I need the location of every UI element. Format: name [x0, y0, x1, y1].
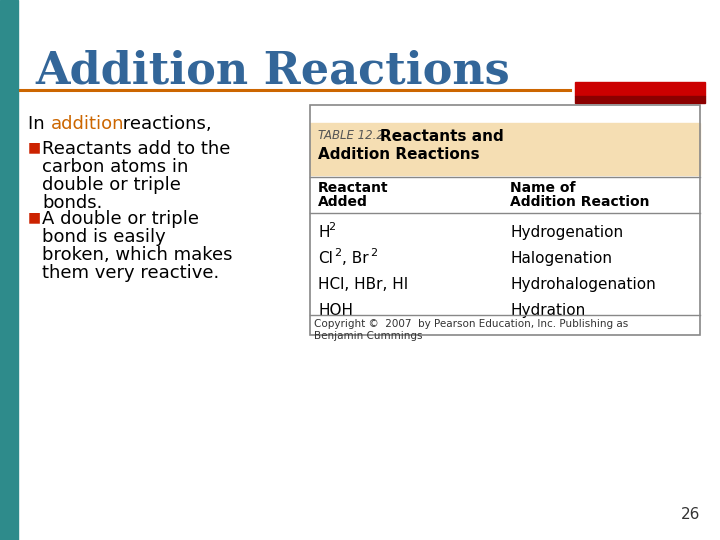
Text: Cl: Cl	[318, 251, 333, 266]
Text: 2: 2	[328, 222, 335, 232]
Text: Addition Reaction: Addition Reaction	[510, 195, 649, 209]
Text: 2: 2	[370, 248, 377, 258]
Text: Reactants add to the: Reactants add to the	[42, 140, 230, 158]
Text: Reactants and: Reactants and	[380, 129, 504, 144]
Text: HOH: HOH	[318, 303, 353, 318]
Text: double or triple: double or triple	[42, 176, 181, 194]
Text: Addition Reactions: Addition Reactions	[35, 50, 510, 93]
Bar	[575, 82, 705, 96]
Text: bonds.: bonds.	[42, 194, 102, 212]
Bar	[310, 105, 700, 335]
Text: Copyright ©  2007  by Pearson Education, Inc. Publishing as
Benjamin Cummings: Copyright © 2007 by Pearson Education, I…	[314, 319, 629, 341]
Bar	[575, 96, 705, 103]
Text: ■: ■	[28, 210, 41, 224]
Text: Name of: Name of	[510, 181, 575, 195]
Text: H: H	[318, 225, 330, 240]
Text: bond is easily: bond is easily	[42, 228, 166, 246]
Text: In: In	[28, 115, 50, 133]
Text: TABLE 12.2: TABLE 12.2	[318, 129, 384, 142]
Text: A double or triple: A double or triple	[42, 210, 199, 228]
Text: , Br: , Br	[342, 251, 369, 266]
Text: Hydrogenation: Hydrogenation	[510, 225, 623, 240]
Bar	[310, 123, 700, 175]
Text: ■: ■	[28, 140, 41, 154]
Text: addition: addition	[51, 115, 125, 133]
Text: HCl, HBr, HI: HCl, HBr, HI	[318, 277, 408, 292]
Text: Added: Added	[318, 195, 368, 209]
Text: Halogenation: Halogenation	[510, 251, 612, 266]
Text: carbon atoms in: carbon atoms in	[42, 158, 189, 176]
Text: broken, which makes: broken, which makes	[42, 246, 233, 264]
Text: Addition Reactions: Addition Reactions	[318, 147, 480, 162]
Text: 26: 26	[680, 507, 700, 522]
Text: 2: 2	[334, 248, 341, 258]
Text: Hydration: Hydration	[510, 303, 585, 318]
Text: Reactant: Reactant	[318, 181, 389, 195]
Bar	[0, 0, 18, 540]
Text: reactions,: reactions,	[117, 115, 212, 133]
Text: Hydrohalogenation: Hydrohalogenation	[510, 277, 656, 292]
Text: them very reactive.: them very reactive.	[42, 264, 220, 282]
